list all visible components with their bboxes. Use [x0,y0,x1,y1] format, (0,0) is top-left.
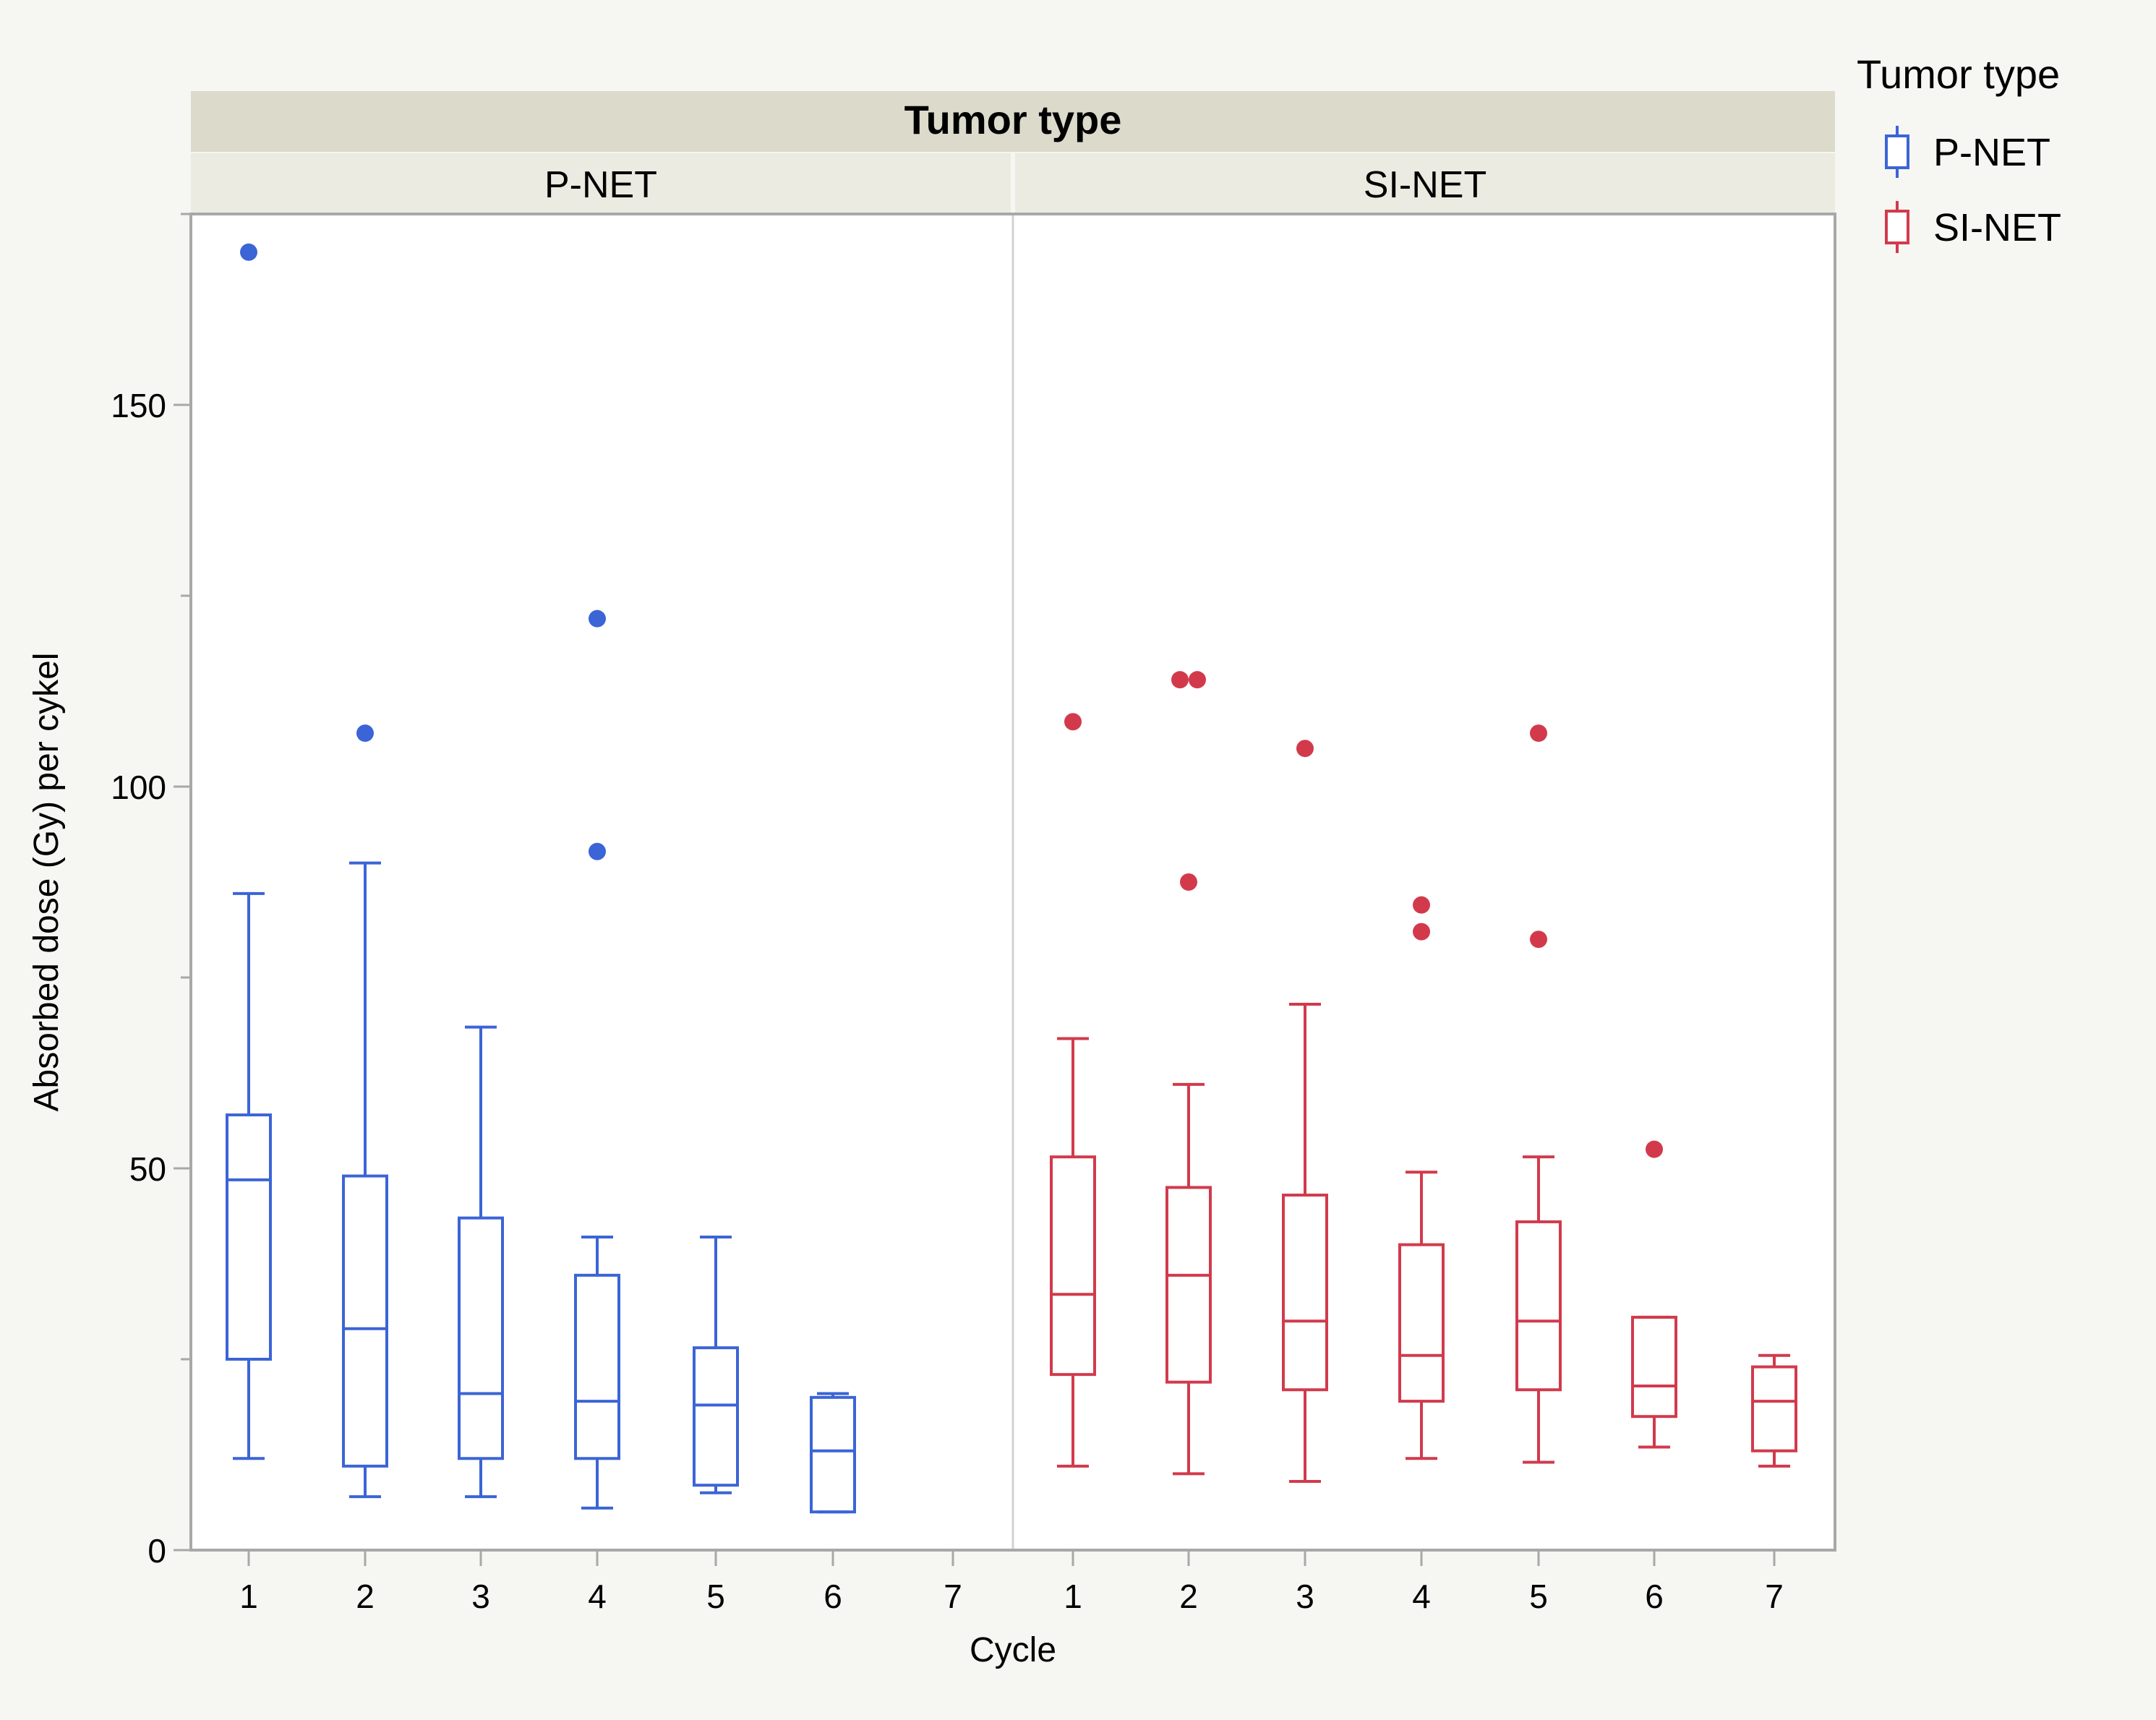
legend-items: P-NET SI-NET [1885,126,2061,253]
box-iqr [693,1346,739,1487]
x-axis-label: Cycle [970,1631,1056,1669]
x-tick-label-panel1-cycle-3: 3 [471,1578,490,1615]
outlier-point [1530,724,1547,743]
y-tick-label-100: 100 [111,769,166,806]
box-iqr [810,1395,856,1514]
facet-panel-header-pnet [191,153,1011,214]
box-p-net-cycle-5 [693,1236,739,1494]
outlier-point [356,724,374,743]
box-p-net-cycle-6 [810,1392,856,1514]
legend-symbol-box [1885,134,1909,169]
y-tick-label-50: 50 [129,1150,166,1188]
x-tick-label-panel2-cycle-4: 4 [1412,1578,1431,1615]
legend-label: SI-NET [1933,206,2061,249]
box-si-net-cycle-5 [1515,724,1562,1464]
legend-label: P-NET [1933,131,2050,174]
box-si-net-cycle-2 [1165,671,1212,1476]
outlier-point [1171,671,1189,689]
x-tick-label-panel2-cycle-2: 2 [1179,1578,1198,1615]
box-p-net-cycle-3 [458,1025,504,1499]
facet-title: Tumor type [904,97,1122,142]
panel-pnet [226,243,856,1514]
box-si-net-cycle-6 [1631,1140,1677,1449]
x-tick-label-panel1-cycle-1: 1 [239,1578,258,1615]
box-iqr [1751,1365,1797,1452]
panel-label-pnet: P-NET [544,164,657,206]
x-axis: 1 2 3 4 5 6 7 1 2 3 4 5 6 7 [239,1550,1784,1615]
box-p-net-cycle-1 [226,243,272,1460]
plot-frame [189,213,1836,1552]
box-iqr [1165,1186,1212,1384]
outlier-point [1413,923,1430,941]
x-tick-label-panel2-cycle-3: 3 [1296,1578,1314,1615]
outlier-point [1296,740,1314,758]
box-iqr [574,1273,620,1460]
box-iqr [226,1113,272,1361]
x-tick-label-panel1-cycle-6: 6 [824,1578,842,1615]
x-tick-label-panel1-cycle-5: 5 [706,1578,725,1615]
panel-sinet [1050,671,1797,1483]
box-iqr [1050,1155,1096,1377]
box-iqr [1398,1243,1445,1403]
y-tick-label-0: 0 [147,1532,166,1570]
legend-symbol-box [1885,210,1909,244]
outlier-point [589,842,606,860]
facet-header: Tumor type P-NET SI-NET [191,91,1835,214]
box-iqr [342,1174,388,1468]
facet-title-bar [191,91,1835,152]
box-si-net-cycle-1 [1050,713,1096,1468]
y-axis: 0 50 100 150 [111,213,191,1570]
box-p-net-cycle-4 [574,609,620,1510]
legend-item-si-net: SI-NET [1885,201,2061,253]
outlier-point [1064,713,1082,731]
x-tick-label-panel2-cycle-5: 5 [1529,1578,1548,1615]
y-axis-label: Absorbed dose (Gy) per cykel [27,653,66,1112]
box-iqr [458,1216,504,1460]
outlier-point [1189,671,1206,689]
legend-title: Tumor type [1857,51,2060,97]
box-iqr [1631,1315,1677,1419]
facet-panel-header-sinet [1015,153,1835,214]
outlier-point [1413,896,1430,914]
legend: Tumor type P-NET SI-NET [1857,51,2061,253]
box-iqr [1282,1193,1328,1392]
x-tick-label-panel2-cycle-7: 7 [1765,1578,1784,1615]
x-tick-label-panel1-cycle-7: 7 [944,1578,962,1615]
x-tick-label-panel1-cycle-2: 2 [356,1578,375,1615]
y-tick-label-150: 150 [111,387,166,424]
legend-item-p-net: P-NET [1885,126,2050,178]
box-iqr [1515,1220,1562,1392]
outlier-point [1530,930,1547,949]
outlier-point [240,243,257,261]
x-tick-label-panel2-cycle-6: 6 [1645,1578,1664,1615]
panel-label-sinet: SI-NET [1364,164,1486,206]
box-si-net-cycle-4 [1398,896,1445,1460]
outlier-point [589,609,606,628]
box-si-net-cycle-3 [1282,740,1328,1483]
x-tick-label-panel2-cycle-1: 1 [1064,1578,1082,1615]
box-p-net-cycle-2 [342,724,388,1499]
outlier-point [1180,873,1197,891]
outlier-point [1646,1140,1663,1158]
box-si-net-cycle-7 [1751,1353,1797,1468]
x-tick-label-panel1-cycle-4: 4 [588,1578,607,1615]
